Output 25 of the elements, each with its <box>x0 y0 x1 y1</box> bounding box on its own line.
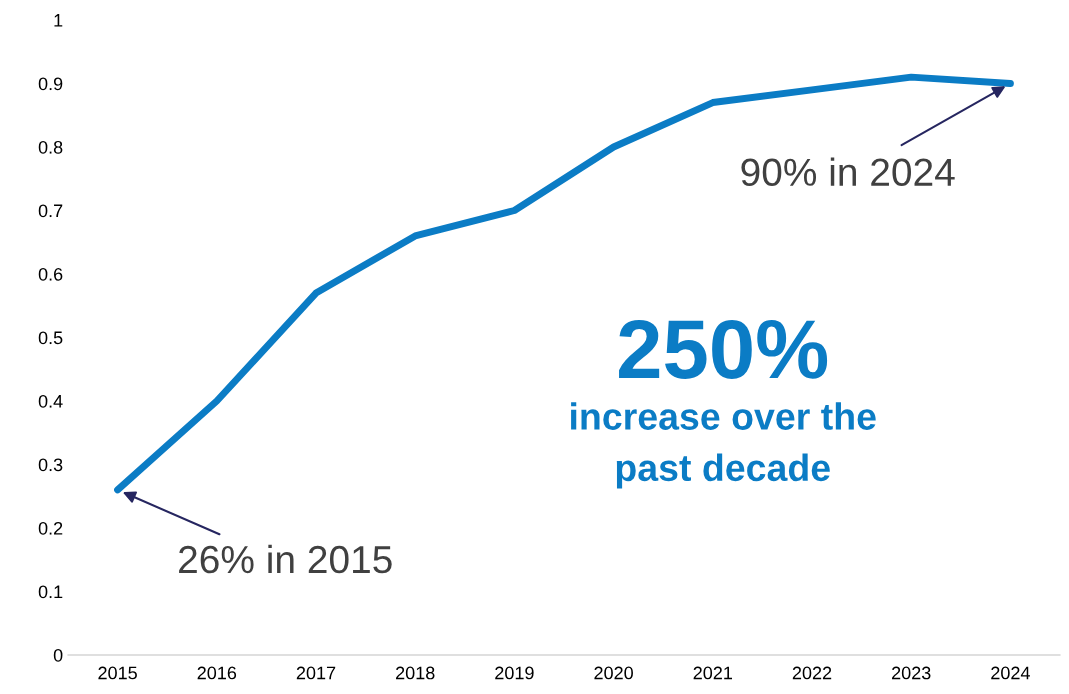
y-tick-label: 0 <box>53 648 63 662</box>
x-tick-label: 2021 <box>693 666 732 680</box>
x-tick-label: 2018 <box>396 666 435 680</box>
y-tick-label: 0.5 <box>38 331 63 345</box>
x-tick-label: 2023 <box>892 666 931 680</box>
y-tick-label: 0.7 <box>38 204 63 218</box>
x-tick-label: 2019 <box>495 666 534 680</box>
x-tick-label: 2024 <box>991 666 1030 680</box>
y-tick-label: 0.3 <box>38 458 63 472</box>
x-tick-label: 2022 <box>792 666 832 680</box>
x-tick-label: 2020 <box>594 666 633 680</box>
annotation: increase over the past decade <box>571 402 876 489</box>
x-tick-label: 2016 <box>197 666 237 680</box>
y-tick-label: 0.1 <box>38 585 63 599</box>
x-tick-label: 2015 <box>98 666 137 680</box>
y-tick-label: 0.6 <box>38 267 63 281</box>
y-tick-label: 0.8 <box>38 140 63 154</box>
annotation: 26% in 2015 <box>179 544 392 574</box>
y-tick-label: 0.2 <box>38 521 63 535</box>
annotation: 250% <box>619 319 828 379</box>
x-tick-label: 2017 <box>296 666 336 680</box>
y-tick-label: 0.9 <box>38 77 63 91</box>
y-tick-label: 1 <box>54 14 63 27</box>
y-tick-label: 0.4 <box>38 394 63 408</box>
annotation: 90% in 2024 <box>741 157 955 187</box>
